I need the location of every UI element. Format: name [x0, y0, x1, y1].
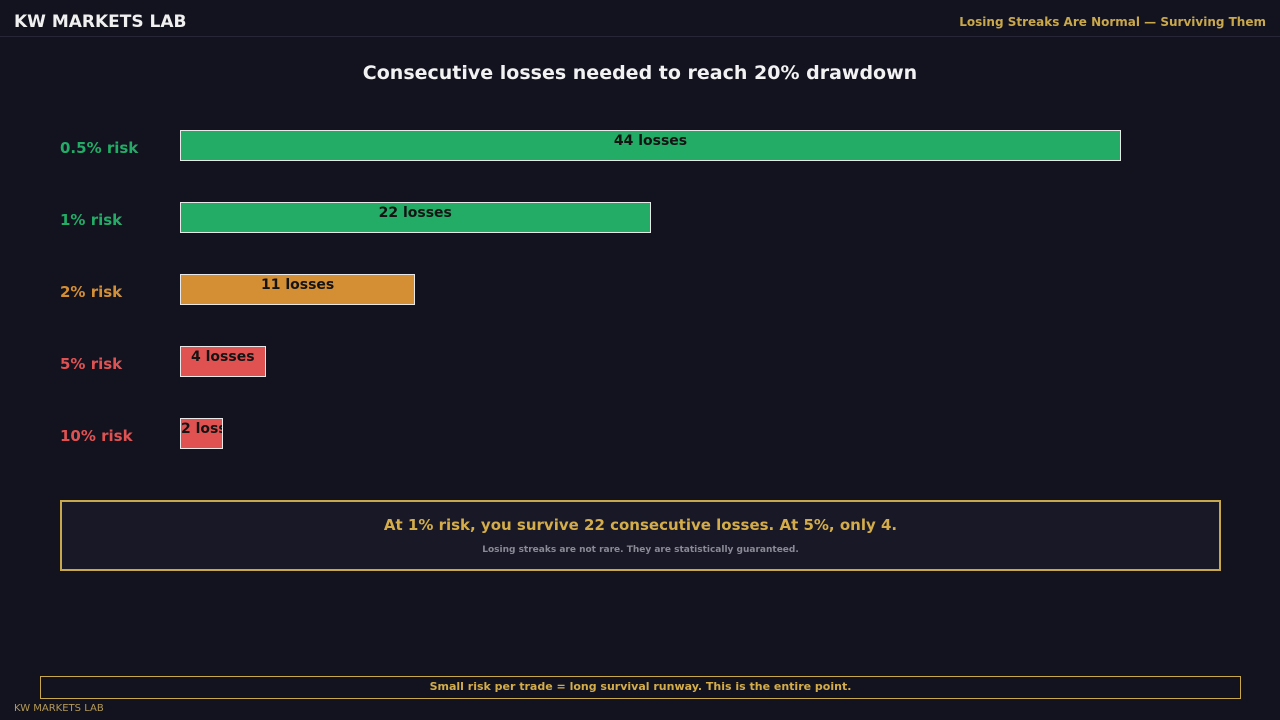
- bar: 4 losses: [180, 346, 266, 377]
- footer-message: Small risk per trade = long survival run…: [40, 676, 1241, 699]
- category-label: 5% risk: [60, 355, 123, 373]
- value-label: 22 losses: [378, 205, 452, 221]
- value-label: 11 losses: [260, 277, 335, 293]
- category-label: 2% risk: [60, 283, 123, 301]
- value-label: 2 losses: [181, 421, 222, 437]
- category-label: 1% risk: [60, 211, 123, 229]
- footer-brand: KW MARKETS LAB: [14, 703, 104, 714]
- chart: 0.5% risk 44 losses 1% risk 22 losses 2% ris…: [60, 130, 1121, 449]
- callout-headline: At 1% risk, you survive 22 consecutive l…: [383, 516, 898, 534]
- tagline: Losing Streaks Are Normal — Surviving Th…: [959, 15, 1266, 29]
- header-rule: [0, 36, 1280, 37]
- value-label: 4 losses: [191, 349, 255, 365]
- brand: KW MARKETS LAB: [14, 12, 187, 32]
- value-label: 44 losses: [613, 133, 688, 149]
- chart-title: Consecutive losses needed to reach 20% d…: [362, 62, 918, 84]
- bar: 44 losses: [180, 130, 1121, 161]
- category-label: 10% risk: [60, 427, 133, 445]
- callout: At 1% risk, you survive 22 consecutive l…: [60, 500, 1221, 571]
- bar: 2 losses: [180, 418, 223, 449]
- bar: 11 losses: [180, 274, 416, 305]
- category-label: 0.5% risk: [60, 139, 139, 157]
- callout-subtext: Losing streaks are not rare. They are st…: [482, 545, 799, 555]
- bar: 22 losses: [180, 202, 651, 233]
